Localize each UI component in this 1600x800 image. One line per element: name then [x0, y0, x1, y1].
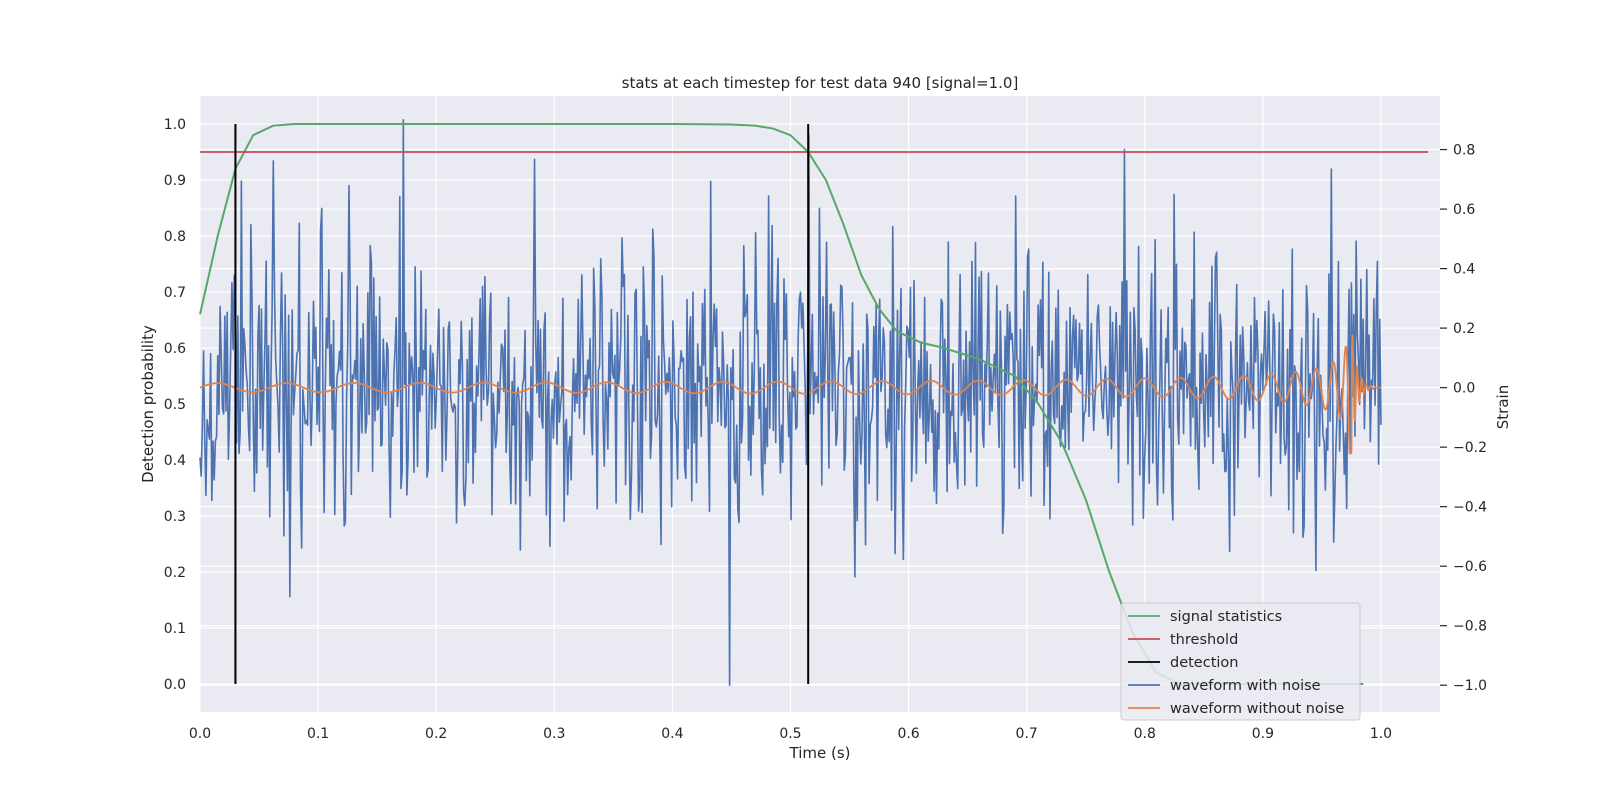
- y-right-tick-label: −0.8: [1453, 619, 1487, 635]
- legend-box: [1120, 602, 1361, 721]
- x-tick-label: 0.6: [897, 726, 919, 742]
- x-tick-label: 0.4: [661, 726, 683, 742]
- y-tick-label: 0.1: [164, 621, 186, 637]
- chart-title: stats at each timestep for test data 940…: [622, 74, 1019, 92]
- y-tick-label: 0.6: [164, 341, 186, 357]
- y-tick-label: 0.5: [164, 397, 186, 413]
- y-right-tick-label: 0.4: [1453, 262, 1475, 278]
- y-tick-label: 0.8: [164, 229, 186, 245]
- x-tick-label: 0.3: [543, 726, 565, 742]
- x-tick-label: 0.2: [425, 726, 447, 742]
- y-right-tick-label: −1.0: [1453, 678, 1487, 694]
- y-axis-right-title: Strain: [1494, 385, 1512, 429]
- x-tick-label: 0.1: [307, 726, 329, 742]
- x-tick-label: 0.8: [1134, 726, 1156, 742]
- y-right-tick-label: −0.6: [1453, 559, 1487, 575]
- x-tick-label: 0.9: [1252, 726, 1274, 742]
- x-tick-label: 0.5: [779, 726, 801, 742]
- y-tick-label: 0.2: [164, 565, 186, 581]
- y-tick-label: 0.9: [164, 173, 186, 189]
- series-waveform-without-noise: [199, 334, 1382, 455]
- x-tick-label: 0.7: [1016, 726, 1038, 742]
- y-right-tick-label: 0.2: [1453, 321, 1475, 337]
- y-axis-title: Detection probability: [139, 325, 157, 483]
- x-tick-label: 1.0: [1370, 726, 1392, 742]
- y-right-tick-label: 0.6: [1453, 202, 1475, 218]
- legend-label-signal-statistics: signal statistics: [1170, 609, 1282, 625]
- x-axis-title: Time (s): [789, 744, 851, 762]
- legend-label-threshold: threshold: [1170, 632, 1238, 648]
- waveform-series: [199, 119, 1382, 687]
- y-tick-label: 0.7: [164, 285, 186, 301]
- y-tick-label: 0.4: [164, 453, 186, 469]
- legend-label-detection: detection: [1170, 655, 1238, 671]
- y-right-tick-label: −0.4: [1453, 500, 1487, 516]
- series-waveform-with-noise: [199, 119, 1382, 687]
- y-right-tick-label: 0.0: [1453, 381, 1475, 397]
- tick-labels: 0.0 0.1 0.2 0.3 0.4 0.5 0.6 0.7 0.8 0.9 1.0 0.0 0.1 0…: [164, 117, 1487, 742]
- legend-label-waveform-without-noise: waveform without noise: [1170, 701, 1344, 717]
- y-right-tick-label: 0.8: [1453, 143, 1475, 159]
- y-tick-label: 0.3: [164, 509, 186, 525]
- legend: signal statistics threshold detection wa…: [1120, 602, 1361, 721]
- x-tick-label: 0.0: [189, 726, 211, 742]
- y-right-tick-label: −0.2: [1453, 440, 1487, 456]
- legend-label-waveform-with-noise: waveform with noise: [1170, 678, 1321, 694]
- y-tick-label: 0.0: [164, 677, 186, 693]
- y-tick-label: 1.0: [164, 117, 186, 133]
